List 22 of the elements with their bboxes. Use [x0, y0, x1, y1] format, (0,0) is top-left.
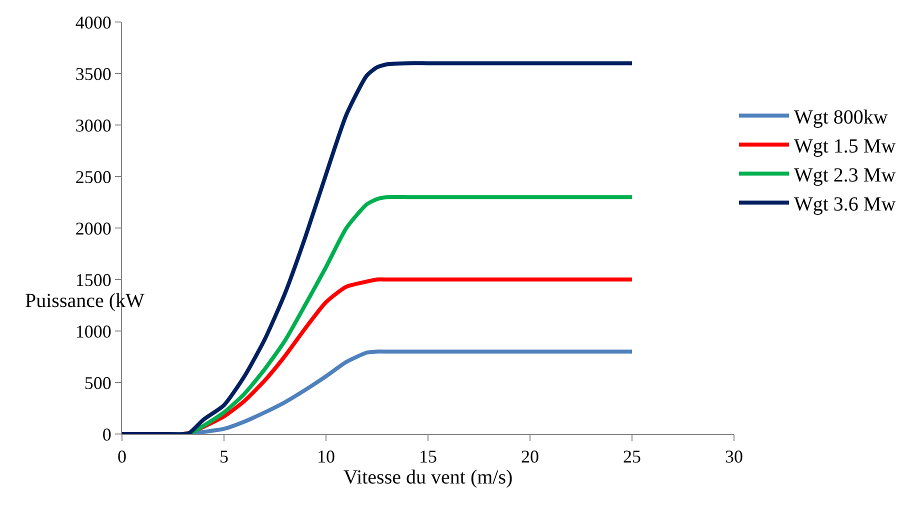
y-tick-label: 2000: [75, 218, 112, 238]
y-tick-label: 500: [84, 372, 112, 393]
y-tick-label: 4000: [75, 12, 112, 32]
legend-label: Wgt 1.5 Mw: [794, 135, 896, 158]
legend-label: Wgt 2.3 Mw: [794, 164, 896, 186]
y-tick-label: 2500: [75, 166, 112, 187]
y-axis-title: Puissance (kW: [25, 290, 145, 312]
legend-label: Wgt 800kw: [794, 106, 888, 128]
x-tick-label: 5: [220, 446, 228, 467]
y-tick-label: 3500: [75, 64, 112, 84]
x-tick-label: 20: [521, 446, 539, 467]
x-axis-title: Vitesse du vent (m/s): [343, 466, 513, 489]
y-tick-label: 1500: [75, 270, 112, 290]
x-tick-label: 10: [317, 446, 335, 467]
x-tick-label: 30: [725, 446, 743, 467]
x-tick-label: 15: [419, 446, 437, 467]
y-tick-label: 3000: [75, 115, 112, 136]
y-tick-label: 0: [102, 424, 112, 444]
y-tick-label: 1000: [75, 321, 112, 342]
x-tick-label: 0: [118, 446, 126, 467]
legend-label: Wgt 3.6 Mw: [794, 193, 896, 216]
x-tick-label: 25: [623, 446, 641, 467]
